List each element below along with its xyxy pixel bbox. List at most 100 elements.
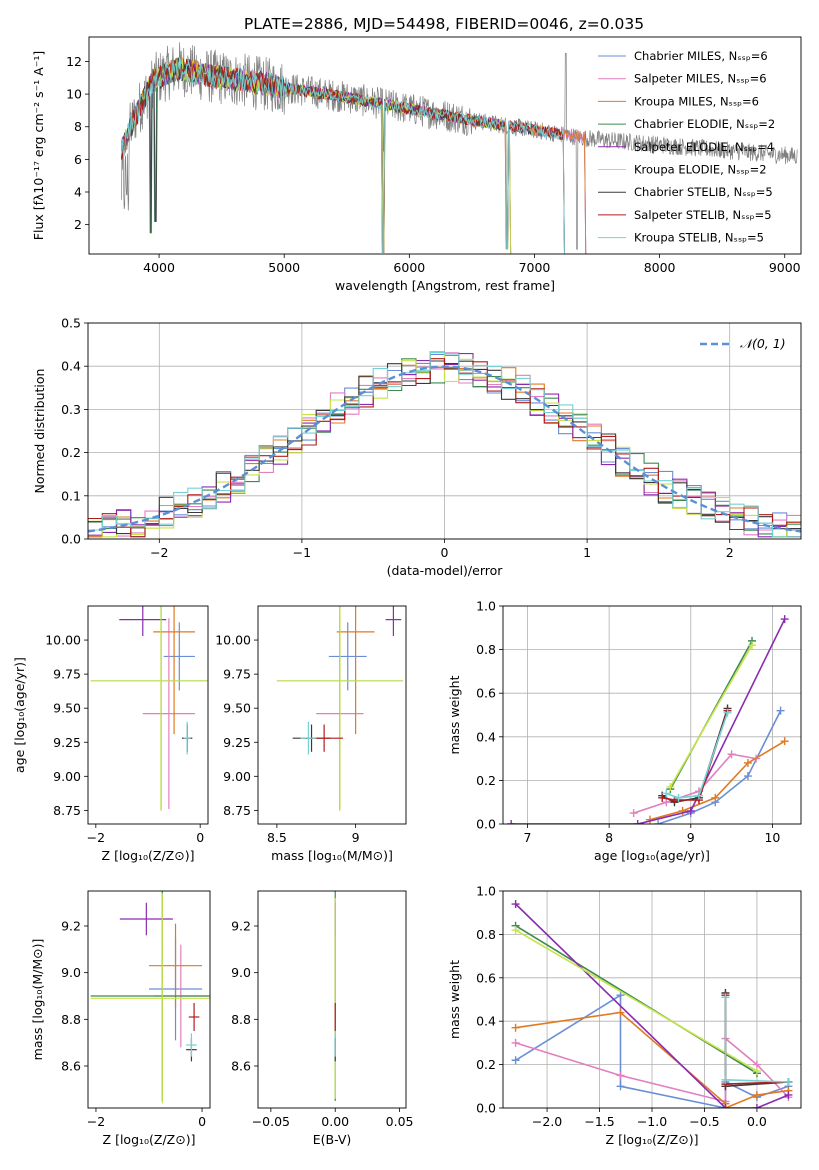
y-tick-label: 1.0 — [476, 884, 496, 899]
y-tick-label: 9.25 — [53, 735, 81, 750]
y-tick-label: 10.00 — [215, 633, 251, 648]
y-tick-label: 0.3 — [61, 402, 81, 417]
marker-kroupa_miles — [511, 1023, 520, 1032]
panel-mass_vs_ebv: −0.05 0.00 0.05 8.6 8.8 9.0 9.2 E(B-V) — [231, 890, 414, 1147]
y-tick-label: 8 — [74, 119, 82, 134]
marker-kroupa_stelib — [694, 791, 703, 800]
y-axis-label: mass weight — [447, 960, 462, 1039]
y-tick-label: 9.00 — [53, 769, 81, 784]
legend-label-normal: 𝒩(0, 1) — [740, 336, 786, 351]
x-axis-label: Z [log₁₀(Z/Z⊙)] — [606, 1132, 699, 1147]
marker-chabrier_miles — [511, 1056, 520, 1065]
y-tick-label: 9.75 — [223, 667, 251, 682]
y-tick-label: 10.00 — [45, 633, 81, 648]
x-tick-label: −2 — [87, 830, 105, 845]
x-axis-label: Z [log₁₀(Z/Z⊙)] — [102, 848, 195, 863]
y-tick-label: 8.75 — [53, 803, 81, 818]
marker-kroupa_stelib — [721, 1075, 730, 1084]
x-tick-label: 0.05 — [386, 1114, 414, 1129]
y-tick-label: 9.00 — [223, 769, 251, 784]
y-axis-label: mass [log₁₀(M/M⊙)] — [30, 939, 45, 1061]
y-axis-label: Flux [fλ10⁻¹⁷ erg cm⁻² s⁻¹ A⁻¹] — [31, 51, 46, 240]
x-tick-label: −2 — [150, 545, 168, 560]
legend-label-kroupa_miles: Kroupa MILES, Nₛₛₚ=6 — [634, 94, 759, 108]
y-tick-label: 0.0 — [476, 1101, 496, 1116]
legend-spectrum: Chabrier MILES, Nₛₛₚ=6 Salpeter MILES, Nₛ… — [598, 49, 775, 245]
x-tick-label: −1.5 — [584, 1114, 614, 1129]
panel-mw_vs_age: 7 8 9 10 0.0 0.2 0.4 0.6 0.8 1.0 age [log₁₀(age/yr… — [447, 599, 802, 863]
x-tick-label: 10 — [764, 830, 780, 845]
plot-area — [121, 42, 798, 254]
y-tick-label: 4 — [74, 185, 82, 200]
x-tick-label: 4000 — [143, 260, 175, 275]
x-axis-label: mass [log₁₀(M/M⊙)] — [271, 848, 393, 863]
legend-label-salpeter_elodie: Salpeter ELODIE, Nₛₛₚ=4 — [634, 140, 774, 154]
marker-kroupa_stelib — [721, 993, 730, 1002]
legend-label-kroupa_stelib: Kroupa STELIB, Nₛₛₚ=5 — [634, 231, 764, 245]
y-tick-label: 0.1 — [61, 488, 81, 503]
x-tick-label: 0.0 — [747, 1114, 767, 1129]
y-tick-label: 0.6 — [476, 686, 496, 701]
x-tick-label: −2.0 — [532, 1114, 562, 1129]
axes-frame — [502, 605, 802, 825]
histogram-kroupa_stelib — [88, 352, 801, 538]
marker-chabrier_miles — [743, 772, 752, 781]
y-tick-label: 0.4 — [476, 1014, 496, 1029]
ticks: 4000 5000 6000 7000 8000 9000 2 4 6 8 10 12 — [66, 54, 801, 275]
axes-frame — [87, 322, 802, 540]
legend-label-chabrier_elodie: Chabrier ELODIE, Nₛₛₚ=2 — [634, 117, 775, 131]
axes-frame — [502, 890, 802, 1109]
x-tick-label: −0.5 — [689, 1114, 719, 1129]
y-tick-label: 0.4 — [61, 359, 81, 374]
marker-kroupa_elodie — [511, 926, 520, 935]
marker-salpeter_elodie — [511, 900, 520, 909]
series-line-kroupa_stelib — [666, 712, 729, 799]
series-line-salpeter_elodie — [515, 903, 789, 1108]
legend-label-chabrier_stelib: Chabrier STELIB, Nₛₛₚ=5 — [634, 185, 773, 199]
y-tick-label: 0.6 — [476, 970, 496, 985]
marker-kroupa_miles — [743, 758, 752, 767]
y-axis-label: mass weight — [447, 675, 462, 754]
marker-kroupa_miles — [780, 737, 789, 746]
normal-curve — [88, 365, 801, 533]
ticks: −2 −1 0 1 2 0.0 0.1 0.2 0.3 0.4 0.5 — [61, 316, 734, 561]
y-tick-label: 0.5 — [61, 316, 81, 331]
y-tick-label: 8.8 — [231, 1012, 251, 1027]
legend-label-salpeter_stelib: Salpeter STELIB, Nₛₛₚ=5 — [634, 208, 772, 222]
x-tick-label: 6000 — [393, 260, 425, 275]
y-tick-label: 12 — [66, 54, 82, 69]
x-tick-label: −0.05 — [252, 1114, 290, 1129]
y-tick-label: 2 — [74, 217, 82, 232]
y-tick-label: 9.2 — [231, 919, 251, 934]
x-tick-label: 7000 — [519, 260, 551, 275]
x-tick-label: 7 — [524, 830, 532, 845]
panels-layer: 4000 5000 6000 7000 8000 900024681012waveleng… — [12, 36, 802, 1147]
x-tick-label: −1.0 — [637, 1114, 667, 1129]
ticks: −2.0 −1.5 −1.0 −0.5 0.0 0.0 0.2 0.4 0.6 0.8 1.0 — [476, 884, 767, 1130]
legend-label-chabrier_miles: Chabrier MILES, Nₛₛₚ=6 — [634, 49, 768, 63]
y-tick-label: 8.6 — [61, 1059, 81, 1074]
marker-kroupa_miles — [711, 793, 720, 802]
marker-salpeter_miles — [727, 750, 736, 759]
marker-salpeter_stelib — [658, 793, 667, 802]
y-tick-label: 0.2 — [61, 445, 81, 460]
model-spectrum-kroupa_stelib — [121, 59, 565, 254]
marker-salpeter_miles — [662, 798, 671, 807]
marker-kroupa_elodie — [752, 1067, 761, 1076]
figure-title: PLATE=2886, MJD=54498, FIBERID=0046, z=0… — [244, 15, 644, 33]
x-axis-label: Z [log₁₀(Z/Z⊙)] — [103, 1132, 196, 1147]
marker-salpeter_miles — [616, 1071, 625, 1080]
plot-area — [90, 891, 210, 1104]
y-tick-label: 8.75 — [223, 803, 251, 818]
marker-chabrier_miles — [616, 991, 625, 1000]
x-tick-label: 8.5 — [267, 830, 287, 845]
y-tick-label: 6 — [74, 152, 82, 167]
y-tick-label: 9.25 — [223, 735, 251, 750]
y-axis-label: Normed distribution — [32, 369, 47, 494]
plot-area — [511, 900, 793, 1108]
panel-age_vs_Z: −2 0 8.75 9.00 9.25 9.50 9.75 10.00 Z [log₁₀(Z/Z… — [12, 605, 209, 863]
axes-frame — [87, 605, 209, 825]
y-tick-label: 1.0 — [476, 599, 496, 614]
legend-residuals: 𝒩(0, 1) — [700, 336, 786, 351]
